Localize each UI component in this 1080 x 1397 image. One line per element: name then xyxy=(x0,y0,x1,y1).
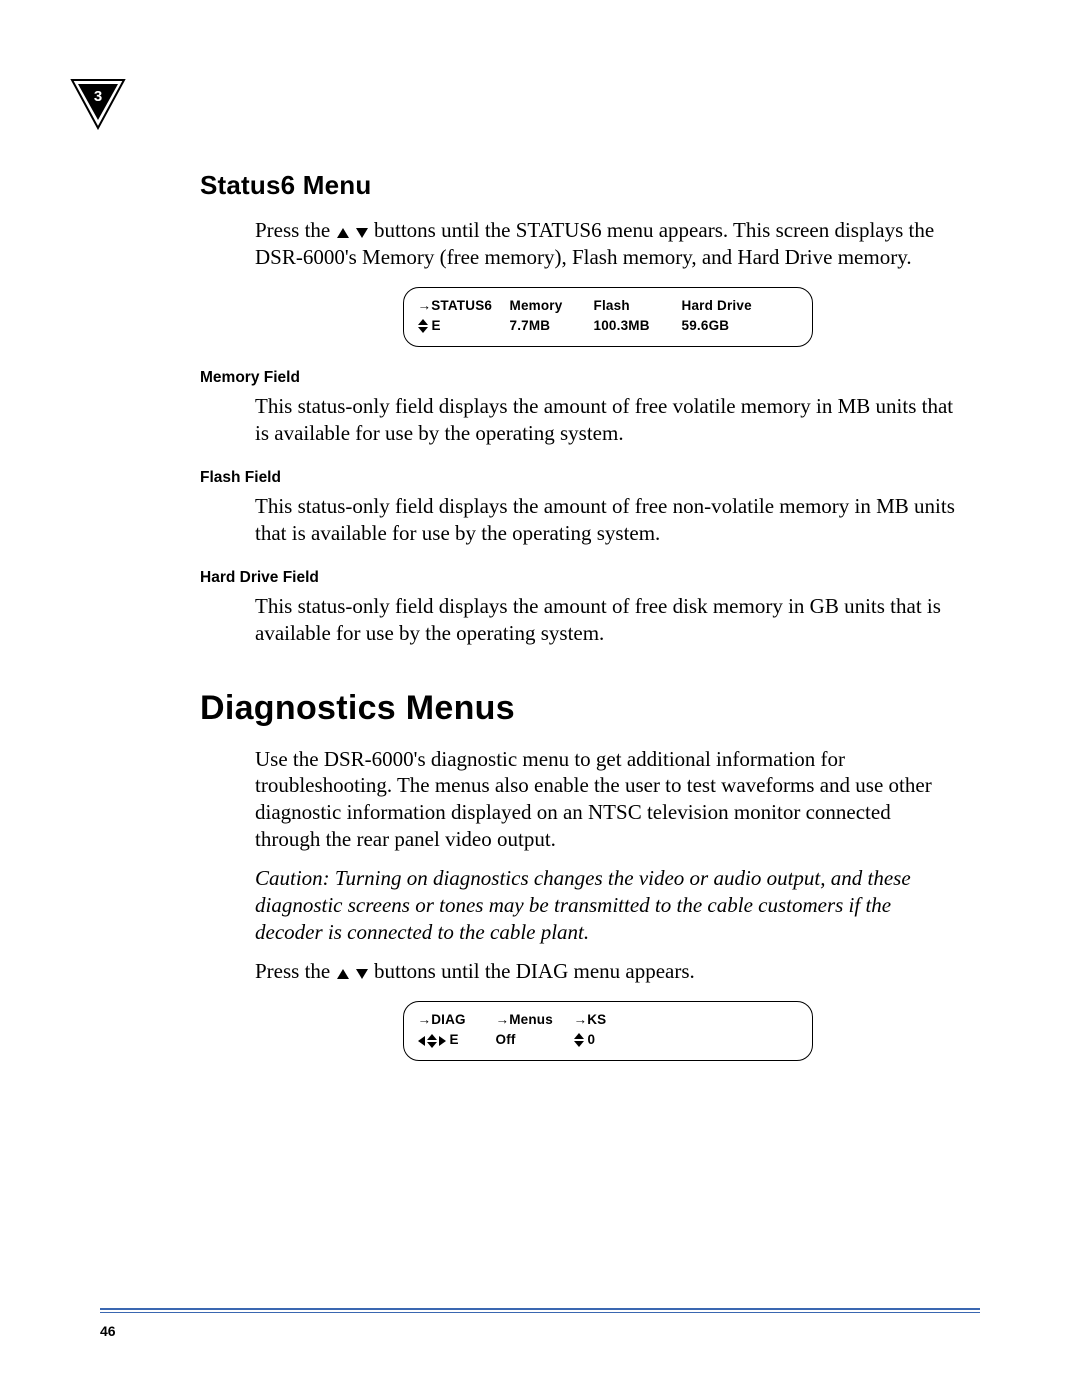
footer-rule-thin xyxy=(100,1312,980,1313)
lcd-cell: Hard Drive xyxy=(682,296,798,316)
subhead-flash-field: Flash Field xyxy=(200,469,960,487)
subhead-harddrive-field: Hard Drive Field xyxy=(200,569,960,587)
lcd-cell: →STATUS6 xyxy=(418,296,510,316)
page-number: 46 xyxy=(100,1323,980,1339)
lcd-cell: Off xyxy=(496,1030,574,1050)
subhead-memory-field: Memory Field xyxy=(200,369,960,387)
memory-field-body: This status-only field displays the amou… xyxy=(255,393,960,447)
heading-status6: Status6 Menu xyxy=(200,170,960,201)
diag-press-pre: Press the xyxy=(255,959,336,983)
lcd-cell: 7.7MB xyxy=(510,316,594,336)
lcd-cell-text: 0 xyxy=(587,1032,595,1047)
up-down-arrows-icon xyxy=(336,959,375,983)
lcd-diag: →DIAG →Menus →KS E xyxy=(403,1001,813,1062)
updown-icon xyxy=(418,318,432,333)
status6-intro: Press the buttons until the STATUS6 menu… xyxy=(255,217,960,271)
status6-intro-pre: Press the xyxy=(255,218,336,242)
lcd-cell: →KS xyxy=(574,1010,798,1030)
lcd-cell: →Menus xyxy=(496,1010,574,1030)
lcd-diag-row1: →DIAG →Menus →KS xyxy=(418,1010,798,1030)
lcd-cell-text: E xyxy=(431,318,440,333)
chapter-number: 3 xyxy=(94,88,102,105)
lcd-cell: 59.6GB xyxy=(682,316,798,336)
lcd-cell: Flash xyxy=(594,296,682,316)
lcd-cell-text: E xyxy=(449,1032,458,1047)
lcd-status6-row1: →STATUS6 Memory Flash Hard Drive xyxy=(418,296,798,316)
flash-field-body: This status-only field displays the amou… xyxy=(255,493,960,547)
diag-caution: Caution: Turning on diagnostics changes … xyxy=(255,865,960,946)
page-footer: 46 xyxy=(100,1308,980,1339)
footer-rule-thick xyxy=(100,1308,980,1310)
lcd-cell: →DIAG xyxy=(418,1010,496,1030)
lcd-diag-row2: E Off 0 xyxy=(418,1030,798,1050)
page: 3 Status6 Menu Press the buttons until t… xyxy=(0,0,1080,1397)
updown-icon xyxy=(574,1032,588,1047)
lcd-cell: E xyxy=(418,316,510,336)
up-down-arrows-icon xyxy=(336,218,375,242)
lcd-cell: E xyxy=(418,1030,496,1050)
heading-diagnostics: Diagnostics Menus xyxy=(200,689,960,728)
diag-press-post: buttons until the DIAG menu appears. xyxy=(374,959,695,983)
lcd-status6-row2: E 7.7MB 100.3MB 59.6GB xyxy=(418,316,798,336)
diag-intro: Use the DSR-6000's diagnostic menu to ge… xyxy=(255,746,960,854)
lcd-cell: 0 xyxy=(574,1030,798,1050)
diag-press: Press the buttons until the DIAG menu ap… xyxy=(255,958,960,985)
lcd-cell: 100.3MB xyxy=(594,316,682,336)
lcd-cell: Memory xyxy=(510,296,594,316)
lcd-status6: →STATUS6 Memory Flash Hard Drive E xyxy=(403,287,813,348)
chapter-badge: 3 xyxy=(70,78,126,135)
harddrive-field-body: This status-only field displays the amou… xyxy=(255,593,960,647)
leftright-updown-icon xyxy=(418,1032,450,1047)
content-area: Status6 Menu Press the buttons until the… xyxy=(200,70,960,1061)
